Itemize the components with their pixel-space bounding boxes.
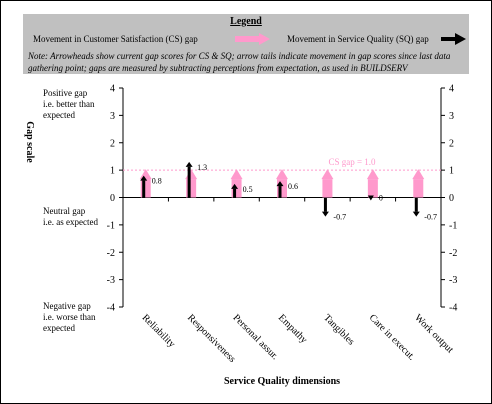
cs-arrowhead — [412, 169, 425, 180]
category-label: Personal assur. — [230, 312, 280, 362]
sq-arrowhead — [367, 195, 374, 201]
negative-gap-note: i.e. worse than — [43, 312, 96, 322]
sq-arrow-shaft — [278, 186, 282, 198]
y-tick-label-left: 0 — [110, 193, 115, 204]
sq-value-label: 0 — [379, 194, 383, 203]
y-tick-label-left: 4 — [110, 84, 115, 95]
y-tick-label-right: 0 — [449, 193, 454, 204]
legend-title: Legend — [230, 16, 262, 27]
positive-gap-note: expected — [43, 110, 75, 120]
legend-cs-arrow-icon — [235, 33, 270, 45]
y-tick-label-right: 1 — [449, 166, 454, 177]
negative-gap-note: expected — [43, 323, 75, 333]
sq-value-label: 0.5 — [243, 185, 253, 194]
sq-arrowhead — [185, 161, 193, 167]
sq-value-label: 0.8 — [152, 177, 162, 186]
cs-arrowhead — [276, 169, 288, 180]
sq-value-label: 0.6 — [288, 182, 298, 191]
sq-arrow-shaft — [414, 197, 418, 212]
cs-arrowhead — [321, 169, 334, 180]
sq-arrowhead — [276, 181, 284, 187]
category-label: Tangibles — [321, 312, 356, 347]
cs-arrow-shaft — [367, 179, 378, 198]
category-label: Care in execut. — [367, 312, 417, 362]
y-tick-label-right: 3 — [449, 111, 454, 122]
legend-box: Legend Movement in Customer Satisfaction… — [23, 14, 469, 74]
y-tick-label-left: -3 — [107, 275, 115, 286]
y-tick-label-left: -2 — [107, 248, 115, 259]
cs-arrow-shaft — [140, 179, 151, 198]
sq-value-label: -0.7 — [424, 213, 437, 222]
cs-arrowhead — [366, 169, 379, 180]
cs-arrowhead — [230, 169, 243, 180]
category-label: Empathy — [276, 312, 309, 345]
legend-sq-label: Movement in Service Quality (SQ) gap — [287, 34, 429, 44]
sq-arrow-shaft — [142, 180, 146, 198]
y-tick-label-left: 1 — [110, 166, 115, 177]
cs-arrow-shaft — [322, 179, 333, 198]
y-tick-label-right: -1 — [449, 220, 457, 231]
sq-arrowhead — [140, 175, 148, 181]
y-tick-label-left: -1 — [107, 220, 115, 231]
sq-arrow-shaft — [323, 197, 327, 212]
sq-arrow-shaft — [233, 188, 237, 198]
positive-gap-note: i.e. better than — [43, 99, 95, 109]
category-label: Work output — [412, 312, 455, 355]
positive-gap-note: Positive gap — [43, 88, 88, 98]
cs-arrow-shaft — [186, 179, 197, 198]
negative-gap-note: Negative gap — [43, 301, 91, 311]
y-tick-label-left: -4 — [107, 303, 115, 314]
cs-gap-label: CS gap = 1.0 — [328, 157, 376, 167]
cs-arrow-shaft — [413, 179, 424, 198]
y-tick-label-right: 2 — [449, 138, 454, 149]
sq-arrowhead — [321, 211, 329, 217]
sq-arrow-shaft — [187, 166, 191, 198]
neutral-gap-note: i.e. as expected — [43, 217, 98, 227]
sq-value-label: -0.7 — [333, 213, 346, 222]
y-axis-title: Gap scale — [24, 121, 35, 163]
cs-arrowhead — [139, 169, 152, 180]
y-tick-label-left: 2 — [110, 138, 115, 149]
sq-value-label: 1.3 — [197, 163, 207, 172]
sq-arrowhead — [231, 183, 239, 189]
category-label: Reliability — [140, 312, 178, 350]
y-tick-label-right: -3 — [449, 275, 457, 286]
y-tick-label-left: 3 — [110, 111, 115, 122]
y-tick-label-right: -2 — [449, 248, 457, 259]
y-tick-label-right: 4 — [449, 84, 454, 95]
neutral-gap-note: Neutral gap — [43, 206, 86, 216]
cs-arrow-shaft — [277, 179, 287, 198]
y-tick-label-right: -4 — [449, 303, 457, 314]
sq-arrowhead — [412, 211, 420, 217]
category-label: Responsiveness — [185, 312, 238, 365]
legend-cs-label: Movement in Customer Satisfaction (CS) g… — [33, 34, 198, 44]
legend-note: Note: Arrowheads show current gap scores… — [28, 51, 451, 73]
x-axis-title: Service Quality dimensions — [224, 376, 340, 387]
legend-sq-arrow-icon — [441, 33, 466, 45]
